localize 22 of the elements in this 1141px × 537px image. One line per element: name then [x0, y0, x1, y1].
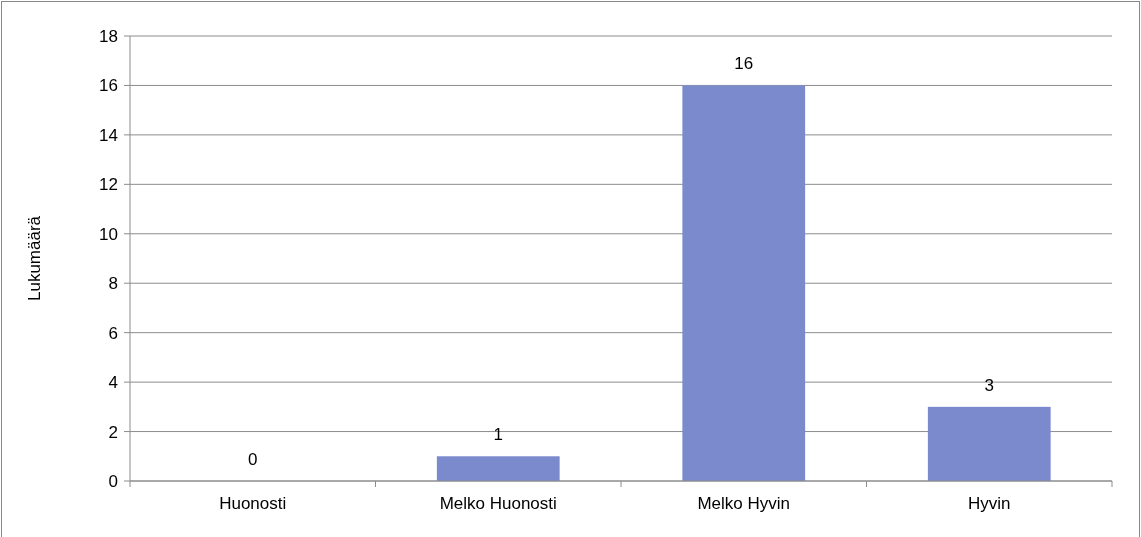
y-tick-label: 0 [108, 471, 118, 491]
data-label: 16 [734, 54, 754, 74]
x-tick-label: Melko Hyvin [697, 494, 791, 513]
y-axis-title: Lukumäärä [25, 215, 44, 302]
data-label: 1 [493, 425, 503, 445]
y-tick-label: 14 [99, 125, 118, 145]
y-tick-label: 10 [99, 224, 118, 244]
bar [436, 456, 560, 481]
y-tick-label: 16 [99, 76, 118, 96]
x-tick-label: Hyvin [967, 494, 1011, 513]
y-tick-label: 6 [108, 323, 118, 343]
bar [682, 85, 806, 481]
data-label: 3 [984, 375, 994, 395]
y-tick-label: 8 [108, 274, 118, 294]
x-tick-label: Huonosti [219, 494, 287, 513]
y-tick-label: 18 [99, 26, 118, 46]
x-tick-label: Melko Huonosti [439, 494, 557, 513]
data-label: 0 [248, 450, 258, 469]
y-tick-label: 12 [99, 175, 118, 195]
y-tick-label: 4 [108, 373, 118, 393]
y-tick-label: 2 [108, 422, 118, 442]
bar [927, 406, 1051, 481]
